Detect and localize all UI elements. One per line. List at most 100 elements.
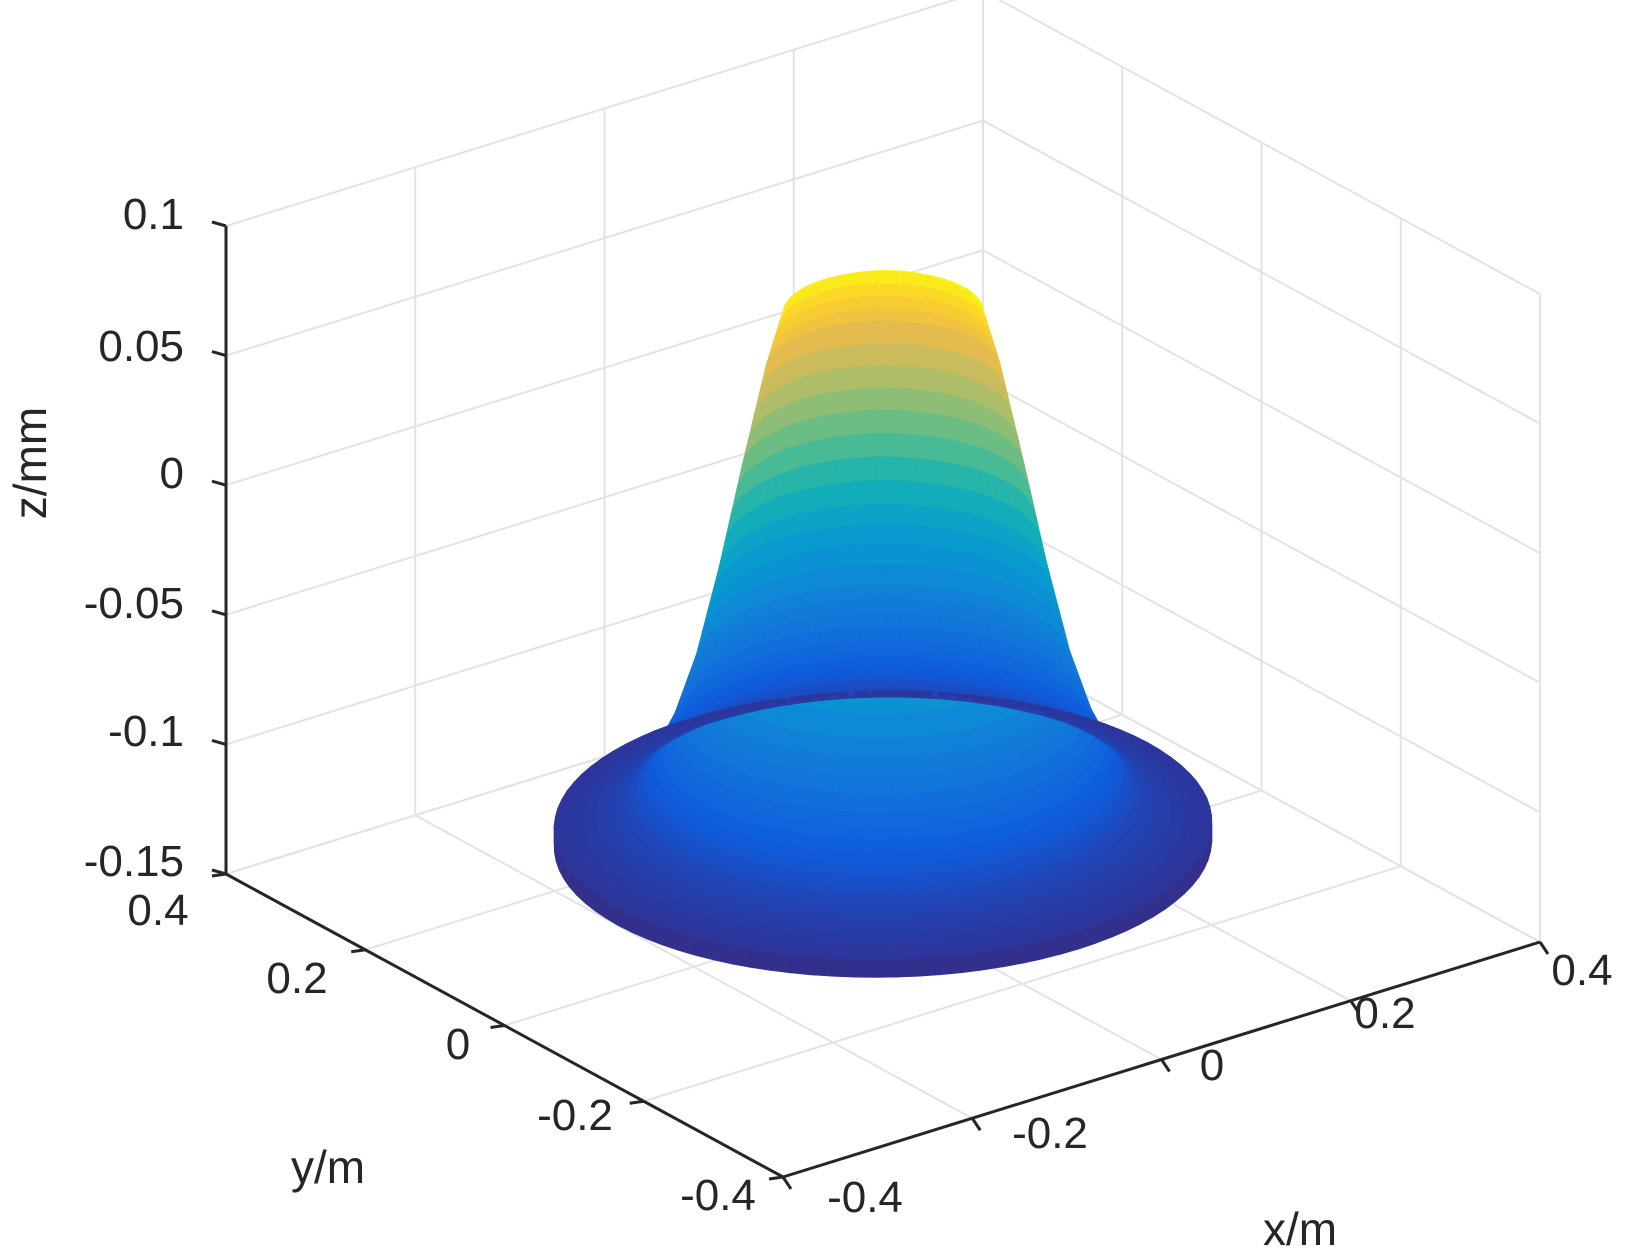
surface-patch bbox=[934, 821, 951, 837]
surface-patch bbox=[861, 875, 879, 886]
surface-patch bbox=[863, 839, 879, 854]
surface-patch bbox=[866, 712, 880, 739]
surface-patch bbox=[873, 598, 888, 614]
surface-patch bbox=[928, 505, 942, 529]
surface-patch bbox=[877, 865, 895, 877]
surface-patch bbox=[902, 711, 917, 739]
surface-patch bbox=[946, 805, 963, 822]
surface-patch bbox=[914, 434, 926, 460]
surface-patch bbox=[877, 295, 886, 309]
surface-patch bbox=[886, 626, 902, 641]
surface-patch bbox=[900, 320, 910, 345]
surface-patch bbox=[873, 584, 888, 600]
surface-patch bbox=[875, 433, 887, 458]
surface-patch bbox=[950, 832, 967, 849]
surface-patch bbox=[895, 456, 908, 482]
surface-patch bbox=[855, 947, 878, 953]
surface-patch bbox=[842, 711, 856, 739]
surface-patch bbox=[856, 410, 868, 435]
surface-patch bbox=[906, 308, 917, 323]
surface-patch bbox=[804, 834, 822, 851]
surface-patch bbox=[867, 365, 878, 389]
surface-patch bbox=[874, 544, 888, 566]
surface-patch bbox=[917, 666, 934, 677]
surface-patch bbox=[904, 755, 919, 776]
surface-patch bbox=[862, 308, 871, 323]
surface-patch bbox=[891, 283, 900, 297]
surface-patch bbox=[876, 935, 897, 941]
surface-patch bbox=[908, 864, 926, 876]
surface-patch bbox=[912, 612, 928, 629]
surface-patch bbox=[886, 523, 899, 545]
surface-patch bbox=[836, 586, 851, 603]
surface-patch bbox=[923, 586, 938, 602]
surface-patch bbox=[865, 756, 880, 776]
surface-patch bbox=[885, 433, 897, 458]
surface-patch bbox=[871, 674, 889, 681]
surface-patch bbox=[890, 712, 905, 739]
surface-patch bbox=[875, 480, 887, 505]
surface-patch bbox=[920, 545, 935, 568]
surface-patch bbox=[959, 803, 976, 820]
surface-patch bbox=[849, 565, 864, 587]
surface-patch bbox=[898, 584, 913, 600]
surface-patch bbox=[892, 308, 902, 322]
surface-patch bbox=[818, 629, 835, 646]
surface-patch bbox=[891, 737, 905, 758]
surface-patch bbox=[834, 600, 850, 616]
surface-patch bbox=[1193, 811, 1201, 823]
surface-patch bbox=[891, 295, 901, 310]
surface-patch bbox=[878, 812, 894, 827]
surface-patch bbox=[797, 787, 814, 809]
surface-patch bbox=[903, 409, 915, 435]
surface-patch bbox=[884, 283, 893, 297]
surface-patch bbox=[894, 903, 913, 911]
surface-patch bbox=[930, 526, 944, 549]
surface-patch bbox=[957, 785, 974, 807]
surface-patch bbox=[870, 295, 879, 310]
surface-patch bbox=[876, 365, 887, 389]
surface-patch bbox=[876, 951, 898, 956]
surface-patch bbox=[857, 648, 874, 659]
surface-patch bbox=[878, 825, 894, 841]
surface-patch bbox=[858, 920, 878, 928]
rim-wall-patch bbox=[961, 951, 983, 974]
surface-patch bbox=[854, 309, 864, 323]
surface-patch bbox=[885, 456, 897, 481]
surface-patch bbox=[869, 308, 879, 322]
surface-patch bbox=[876, 930, 897, 937]
surface-patch bbox=[938, 614, 954, 632]
surface-patch bbox=[851, 524, 865, 547]
surface-patch bbox=[857, 935, 878, 941]
surface-patch bbox=[870, 283, 879, 297]
surface-patch bbox=[919, 525, 933, 548]
surface-patch bbox=[876, 920, 897, 928]
surface-patch bbox=[861, 564, 876, 587]
surface-patch bbox=[849, 825, 865, 840]
surface-patch bbox=[951, 845, 969, 862]
surface-patch bbox=[925, 613, 941, 630]
surface-patch bbox=[863, 283, 872, 298]
surface-patch bbox=[896, 480, 909, 505]
surface-patch bbox=[933, 566, 948, 590]
surface-patch bbox=[843, 649, 860, 660]
surface-patch bbox=[893, 874, 911, 886]
surface-patch bbox=[875, 456, 887, 481]
surface-patch bbox=[832, 627, 848, 644]
surface-patch bbox=[848, 585, 863, 601]
surface-patch bbox=[885, 365, 895, 389]
surface-patch bbox=[834, 824, 851, 840]
surface-patch bbox=[810, 891, 830, 904]
surface-patch bbox=[884, 270, 893, 284]
surface-patch bbox=[877, 915, 896, 922]
surface-patch bbox=[897, 523, 910, 546]
surface-patch bbox=[912, 410, 925, 436]
surface-patch bbox=[939, 732, 954, 754]
surface-patch bbox=[899, 308, 909, 323]
surface-patch bbox=[899, 598, 914, 614]
surface-patch bbox=[916, 481, 930, 507]
surface-patch bbox=[820, 615, 836, 632]
surface-patch bbox=[857, 930, 878, 937]
surface-patch bbox=[862, 296, 872, 310]
surface-patch bbox=[859, 626, 875, 642]
